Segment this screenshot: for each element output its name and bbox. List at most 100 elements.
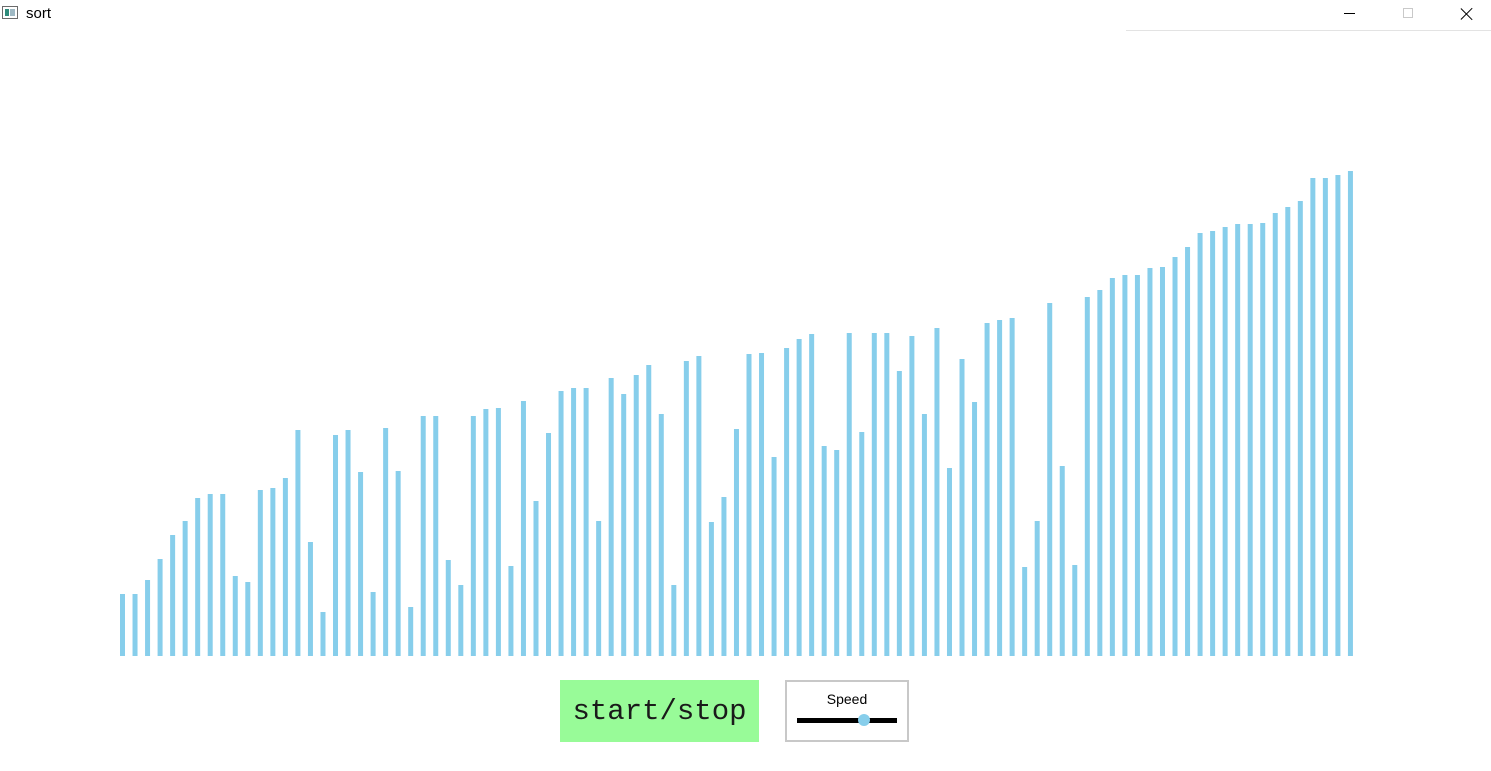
bar: [583, 388, 589, 656]
bar: [345, 430, 351, 656]
bar: [1210, 231, 1216, 656]
bar: [1297, 201, 1303, 656]
bar: [546, 433, 552, 656]
bar: [358, 472, 364, 656]
bar: [1197, 233, 1203, 656]
bar: [1185, 247, 1191, 656]
bar: [1022, 567, 1028, 656]
bar: [771, 457, 777, 656]
bar: [884, 333, 890, 656]
bar: [871, 333, 877, 656]
bar: [1009, 318, 1015, 656]
bar: [245, 582, 251, 656]
bar: [1335, 175, 1341, 656]
bar: [132, 594, 138, 656]
bar: [997, 320, 1003, 656]
title-bar[interactable]: sort: [0, 0, 1491, 30]
bar: [370, 592, 376, 656]
bar: [671, 585, 677, 656]
bar: [1260, 223, 1266, 656]
bar: [809, 334, 815, 656]
bar: [1310, 178, 1316, 656]
bar: [1134, 275, 1140, 656]
bar: [921, 414, 927, 656]
bar: [708, 522, 714, 656]
speed-slider-thumb[interactable]: [858, 714, 870, 726]
bar: [658, 414, 664, 656]
bar: [1272, 213, 1278, 656]
bar: [896, 371, 902, 656]
bar: [1347, 171, 1353, 656]
bar: [721, 497, 727, 656]
bar: [621, 394, 627, 656]
app-window-icon: [2, 6, 18, 19]
bar: [320, 612, 326, 656]
bar: [571, 388, 577, 656]
bar: [383, 428, 389, 656]
bar: [1109, 278, 1115, 656]
bar: [596, 521, 602, 656]
speed-slider[interactable]: [797, 718, 897, 723]
bar: [458, 585, 464, 656]
bar: [558, 391, 564, 656]
bar: [307, 542, 313, 656]
bar: [796, 339, 802, 656]
bar: [1047, 303, 1053, 656]
bar: [1172, 257, 1178, 656]
bar: [182, 521, 188, 656]
maximize-button[interactable]: [1380, 0, 1436, 30]
bar: [333, 435, 339, 656]
bar: [972, 402, 978, 656]
bar: [157, 559, 163, 656]
bar: [909, 336, 915, 656]
window-title: sort: [26, 5, 52, 22]
title-divider: [1126, 30, 1491, 31]
bar: [445, 560, 451, 656]
bar: [1247, 224, 1253, 656]
minimize-button[interactable]: [1322, 0, 1378, 30]
bar: [1235, 224, 1241, 656]
bar: [145, 580, 151, 656]
bar: [270, 488, 276, 656]
bar: [207, 494, 213, 656]
bar: [746, 354, 752, 656]
bar: [821, 446, 827, 656]
bar: [959, 359, 965, 656]
bar: [633, 375, 639, 656]
start-stop-button[interactable]: start/stop: [560, 680, 759, 742]
bar: [946, 468, 952, 656]
bar: [733, 429, 739, 656]
speed-label: Speed: [826, 691, 868, 707]
bar: [1084, 297, 1090, 656]
bar: [1285, 207, 1291, 656]
bar: [170, 535, 176, 656]
bar: [846, 333, 852, 656]
bar: [420, 416, 426, 656]
bar: [759, 353, 765, 656]
bar: [483, 409, 489, 656]
bar: [120, 594, 125, 656]
bar: [520, 401, 526, 656]
bar: [834, 450, 840, 656]
maximize-icon: [1403, 8, 1413, 18]
bar: [608, 378, 614, 656]
bar: [859, 432, 865, 656]
bar: [1072, 565, 1078, 656]
bar: [1159, 267, 1165, 656]
bar: [1222, 227, 1228, 656]
bar: [508, 566, 514, 656]
speed-control: Speed: [785, 680, 909, 742]
bar: [220, 494, 226, 656]
minimize-icon: [1344, 13, 1355, 14]
bar: [984, 323, 990, 656]
bar: [1059, 466, 1065, 656]
bar: [495, 408, 501, 656]
bar: [408, 607, 414, 656]
bar: [696, 356, 702, 656]
bar: [1122, 275, 1128, 656]
bar: [433, 416, 439, 656]
bar: [1322, 178, 1328, 656]
bar: [533, 501, 539, 656]
bar: [257, 490, 263, 656]
